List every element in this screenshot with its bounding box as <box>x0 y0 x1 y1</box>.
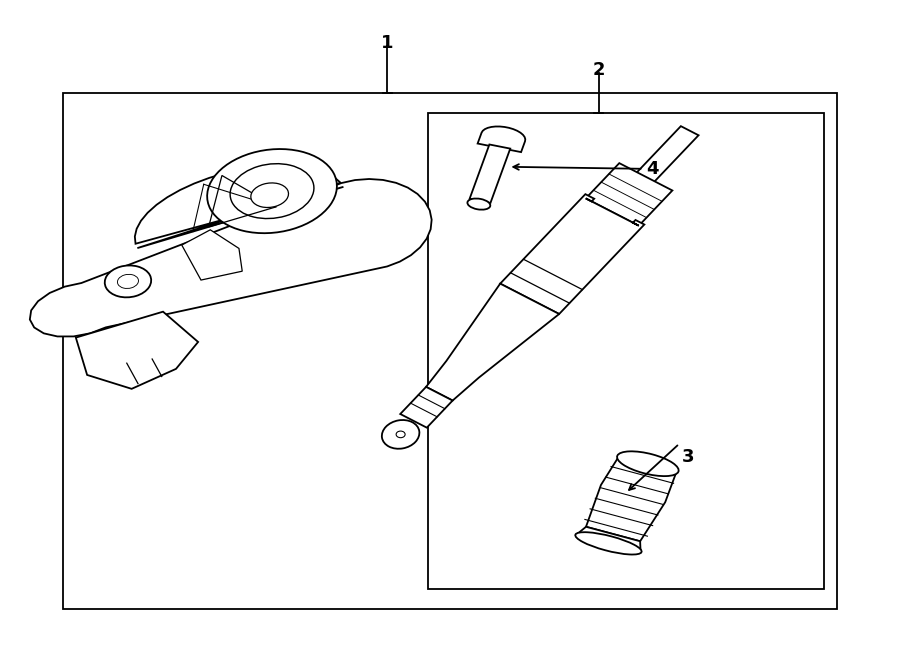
Polygon shape <box>634 126 698 184</box>
Polygon shape <box>76 312 198 389</box>
Ellipse shape <box>251 183 289 207</box>
Polygon shape <box>400 387 453 428</box>
Ellipse shape <box>117 274 139 289</box>
Ellipse shape <box>467 199 491 210</box>
Text: 3: 3 <box>682 448 695 466</box>
Polygon shape <box>135 166 344 248</box>
Polygon shape <box>470 144 510 203</box>
Text: 4: 4 <box>646 160 659 178</box>
Polygon shape <box>586 163 672 226</box>
Polygon shape <box>576 527 641 552</box>
Polygon shape <box>30 179 432 336</box>
Polygon shape <box>478 126 526 152</box>
Ellipse shape <box>396 431 405 438</box>
Text: 2: 2 <box>592 60 605 79</box>
Ellipse shape <box>382 420 419 449</box>
Ellipse shape <box>230 164 314 218</box>
Polygon shape <box>182 230 242 280</box>
Bar <box>63 93 837 609</box>
Ellipse shape <box>617 451 679 476</box>
Bar <box>428 113 824 589</box>
Polygon shape <box>500 194 644 314</box>
Ellipse shape <box>575 532 642 555</box>
Polygon shape <box>426 283 559 401</box>
Text: 1: 1 <box>381 34 393 52</box>
Polygon shape <box>586 456 677 542</box>
Ellipse shape <box>104 265 151 297</box>
Ellipse shape <box>207 149 337 233</box>
